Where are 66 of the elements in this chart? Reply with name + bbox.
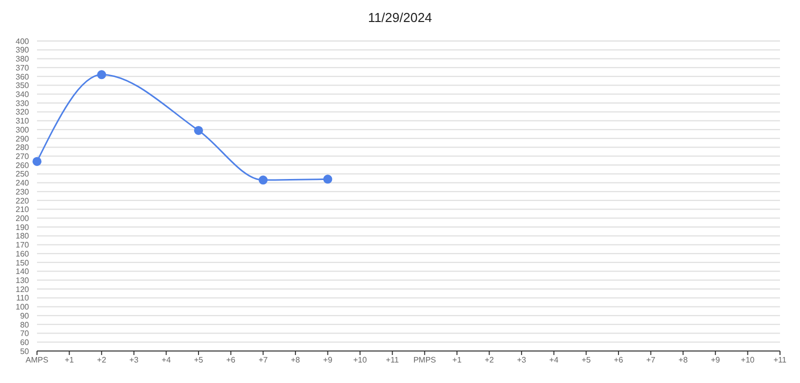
x-tick-label: +9 (323, 356, 333, 365)
y-tick-label: 80 (20, 320, 30, 330)
x-tick-label: +1 (452, 356, 462, 365)
y-tick-label: 210 (16, 205, 30, 214)
y-tick-label: 250 (16, 170, 30, 179)
y-tick-label: 280 (16, 143, 30, 152)
y-tick-label: 50 (20, 346, 30, 356)
y-tick-label: 240 (16, 178, 30, 188)
y-tick-label: 230 (16, 187, 30, 196)
x-tick-label: +6 (614, 356, 624, 365)
y-tick-label: 300 (16, 125, 30, 134)
y-tick-label: 70 (20, 329, 30, 338)
x-tick-label: +8 (290, 356, 301, 365)
y-tick-label: 110 (16, 294, 30, 303)
x-tick-label: +1 (64, 356, 74, 365)
y-tick-label: 90 (20, 311, 30, 320)
y-tick-label: 320 (16, 108, 30, 117)
point (258, 176, 268, 185)
x-tick-label: +9 (710, 356, 720, 365)
y-tick-label: 160 (16, 249, 30, 258)
y-tick-label: 290 (16, 134, 30, 144)
y-tick-label: 180 (16, 232, 30, 241)
x-tick-label: +10 (353, 356, 368, 365)
x-tick-label: +4 (162, 356, 172, 365)
y-tick-label: 130 (16, 276, 30, 285)
x-tick-label: +6 (226, 356, 236, 365)
point (97, 70, 106, 80)
x-tick-label: +7 (258, 356, 268, 365)
y-tick-label: 390 (16, 46, 30, 55)
y-tick-label: 190 (16, 222, 30, 232)
y-tick-label: 140 (16, 267, 30, 276)
point (194, 126, 204, 135)
x-tick-label: +2 (484, 356, 494, 365)
chart-title: 11/29/2024 (366, 9, 434, 27)
y-tick-label: 60 (20, 338, 30, 347)
y-tick-label: 310 (16, 116, 30, 126)
x-tick-label: +11 (774, 356, 788, 365)
point (323, 174, 332, 184)
y-tick-label: 330 (16, 98, 30, 108)
x-tick-label: PMPS (413, 356, 436, 365)
y-tick-label: 350 (16, 81, 30, 90)
y-tick-label: 220 (16, 196, 30, 206)
y-tick-label: 170 (16, 240, 30, 250)
x-tick-label: AMPS (26, 356, 48, 365)
y-tick-label: 120 (16, 284, 30, 294)
y-tick-label: 380 (16, 54, 30, 64)
x-tick-label: +11 (386, 356, 400, 365)
x-tick-label: +5 (582, 356, 592, 365)
y-tick-label: 400 (16, 36, 30, 46)
x-tick-label: +3 (517, 356, 527, 365)
x-tick-label: +5 (194, 356, 204, 365)
y-tick-label: 260 (16, 160, 30, 170)
y-tick-label: 100 (16, 302, 30, 312)
point (32, 156, 42, 166)
x-tick-label: +3 (129, 356, 140, 365)
y-tick-label: 270 (16, 152, 30, 161)
y-tick-label: 370 (16, 63, 30, 72)
y-tick-label: 150 (16, 258, 30, 268)
x-tick-label: +10 (740, 356, 756, 365)
x-tick-label: +8 (678, 356, 688, 365)
y-tick-label: 360 (16, 72, 30, 82)
x-tick-label: +4 (549, 356, 559, 365)
y-tick-label: 200 (16, 214, 30, 223)
y-tick-label: 340 (16, 90, 30, 99)
x-tick-label: +2 (97, 356, 107, 365)
x-tick-label: +7 (646, 356, 656, 365)
